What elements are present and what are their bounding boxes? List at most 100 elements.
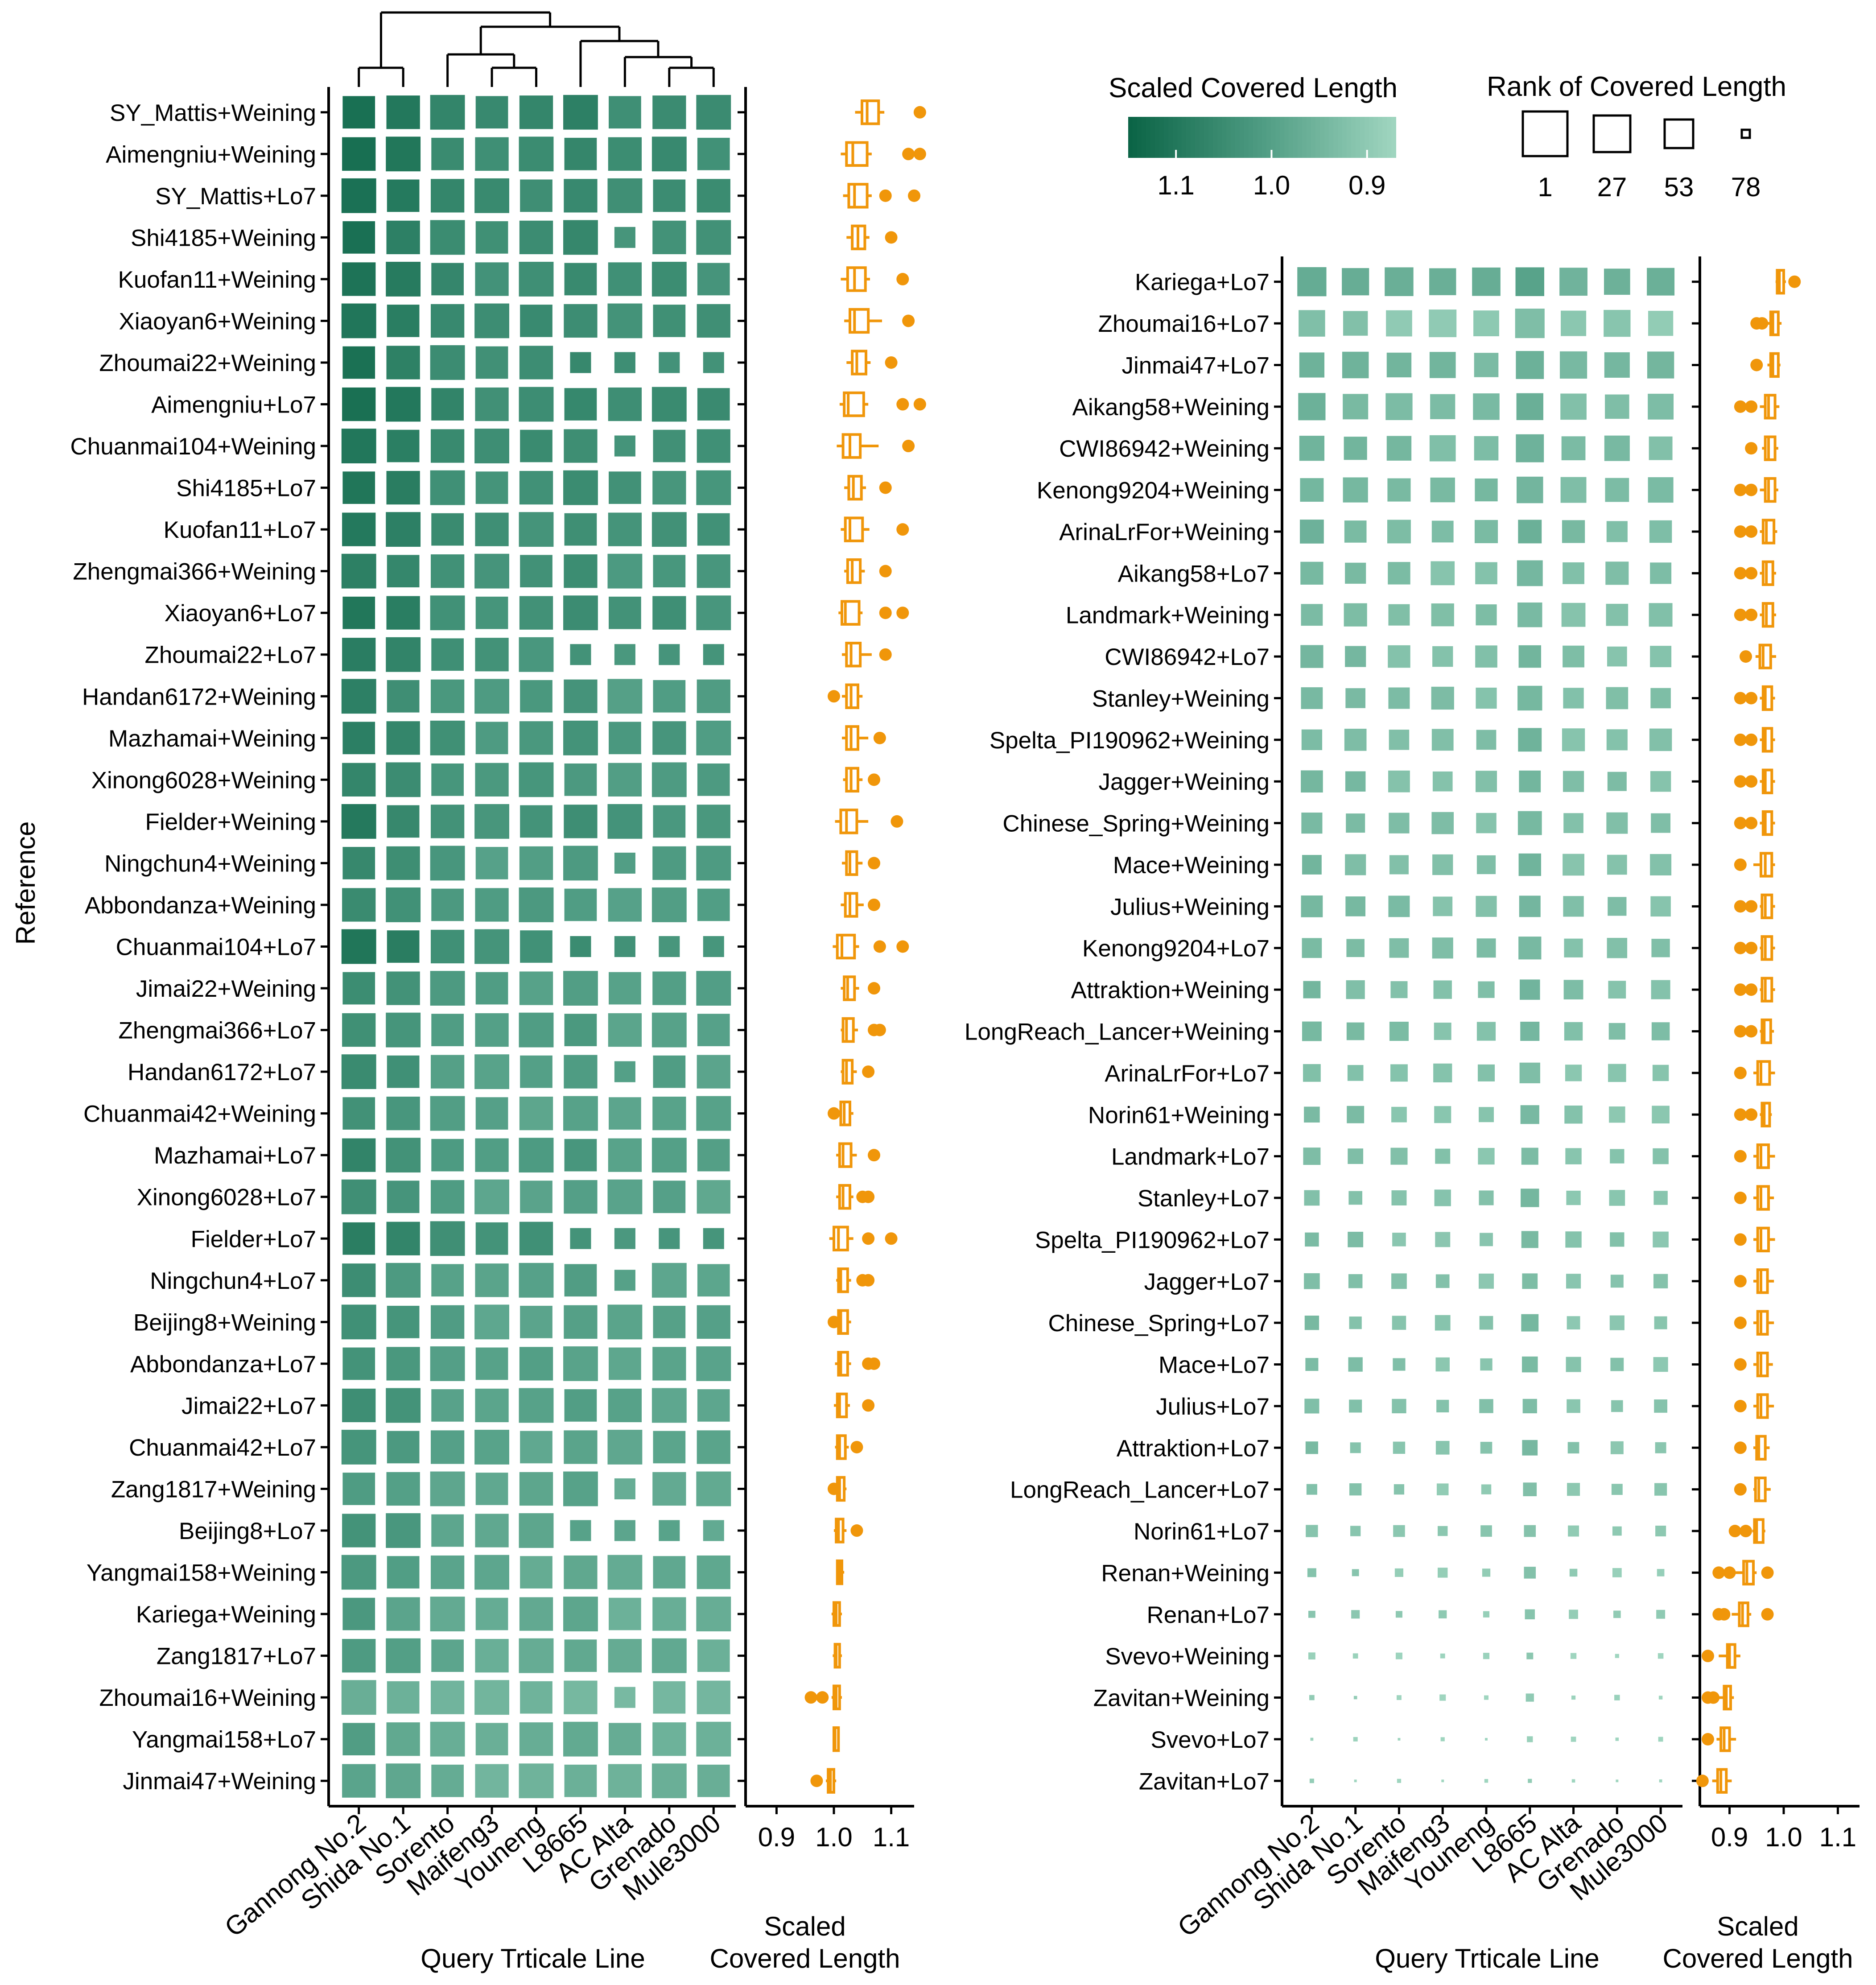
heatmap-cell — [472, 1135, 511, 1175]
color-legend-gradient-step — [1155, 117, 1160, 158]
heatmap-cell — [567, 641, 594, 668]
box-iqr — [843, 975, 856, 1001]
heatmap-cell — [1385, 768, 1413, 795]
heatmap-cell — [567, 1517, 594, 1544]
heatmap-cell — [1428, 558, 1458, 588]
box-iqr — [1756, 1060, 1771, 1086]
heatmap-cell — [1515, 683, 1545, 714]
heatmap-cell — [606, 469, 644, 507]
heatmap-cell — [517, 552, 555, 590]
heatmap-cell — [1518, 1311, 1542, 1334]
heatmap-cell — [656, 933, 683, 960]
heatmap-cell — [429, 1261, 466, 1300]
box-iqr — [836, 933, 856, 960]
row-label: Chinese_Spring+Weining — [1002, 811, 1270, 837]
heatmap-cell — [561, 1093, 601, 1134]
heatmap-cell — [473, 1345, 511, 1383]
heatmap-cell — [1561, 810, 1586, 836]
row-label: Xiaoyan6+Weining — [119, 308, 316, 334]
heatmap-cell — [1644, 265, 1678, 298]
box-outlier — [850, 1524, 863, 1537]
heatmap-cell — [427, 343, 468, 383]
heatmap-cell — [1304, 1565, 1319, 1580]
color-legend-gradient-step — [1204, 117, 1209, 158]
heatmap-cell — [1389, 1313, 1409, 1333]
heatmap-cell — [1305, 1650, 1318, 1663]
heatmap-cell — [1341, 726, 1369, 754]
heatmap-cell — [428, 677, 467, 716]
box-outlier — [868, 898, 880, 911]
heatmap-cell — [1473, 768, 1500, 795]
color-legend-gradient-step — [1200, 117, 1204, 158]
heatmap-cell — [427, 92, 468, 132]
box-iqr — [1756, 1143, 1770, 1169]
row-label: Kenong9204+Lo7 — [1082, 936, 1270, 962]
heatmap-cell — [516, 1344, 556, 1383]
heatmap-cell — [384, 928, 422, 966]
heatmap-cell — [1385, 475, 1414, 504]
heatmap-cell — [1470, 391, 1502, 423]
box-outlier — [1734, 483, 1747, 496]
heatmap-cell — [516, 634, 557, 675]
box-outlier — [879, 648, 892, 661]
row-label: Jagger+Lo7 — [1144, 1269, 1270, 1295]
box-outlier — [879, 189, 892, 202]
heatmap-cell — [1557, 265, 1590, 299]
heatmap-cell — [1513, 264, 1547, 299]
heatmap-cell — [1514, 557, 1546, 589]
heatmap-cell — [1302, 1396, 1322, 1416]
heatmap-cell — [1388, 978, 1410, 1001]
heatmap-cell — [693, 718, 734, 758]
heatmap-cell — [1389, 1104, 1410, 1125]
heatmap-cell — [472, 1386, 511, 1425]
heatmap-cell — [1648, 977, 1673, 1002]
heatmap-cell — [1394, 1776, 1404, 1786]
heatmap-cell — [472, 426, 512, 466]
heatmap-cell — [1561, 977, 1586, 1003]
heatmap-cell — [1433, 1438, 1452, 1457]
heatmap-cell — [1569, 1776, 1578, 1786]
heatmap-cell — [516, 343, 556, 382]
heatmap-cell — [473, 969, 511, 1007]
heatmap-cell — [605, 301, 645, 341]
heatmap-cell — [1299, 810, 1325, 837]
heatmap-cell — [1348, 1607, 1363, 1622]
heatmap-cell — [340, 343, 378, 382]
heatmap-cell — [1390, 1522, 1408, 1540]
heatmap-cell — [1476, 1313, 1496, 1333]
heatmap-cell — [649, 1385, 689, 1426]
heatmap-cell — [606, 1720, 644, 1758]
heatmap-cell — [561, 593, 601, 633]
heatmap-cell — [338, 1552, 379, 1593]
heatmap-cell — [1341, 518, 1369, 545]
row-label: Chuanmai104+Lo7 — [116, 934, 316, 961]
color-legend-gradient-step — [1289, 117, 1294, 158]
box-iqr — [1756, 1226, 1770, 1253]
heatmap-cell — [473, 719, 511, 757]
heatmap-cell — [605, 175, 645, 216]
row-label: Ningchun4+Lo7 — [150, 1268, 316, 1294]
heatmap-cell — [1559, 726, 1588, 754]
heatmap-cell — [694, 886, 733, 924]
heatmap-cell — [1300, 978, 1324, 1001]
heatmap-cell — [1437, 1692, 1449, 1704]
row-label: CWI86942+Weining — [1059, 436, 1270, 462]
heatmap-cell — [650, 593, 689, 632]
heatmap-cell — [1298, 559, 1326, 587]
box-outlier — [879, 565, 892, 578]
heatmap-cell — [611, 1517, 638, 1544]
box-outlier — [862, 1190, 875, 1203]
heatmap-cell — [1471, 433, 1501, 463]
row-label: Abbondanza+Lo7 — [130, 1351, 316, 1378]
heatmap-cell — [650, 468, 689, 508]
heatmap-cell — [1342, 560, 1369, 586]
row-label: Zavitan+Lo7 — [1139, 1768, 1270, 1795]
heatmap-cell — [517, 677, 555, 715]
row-label: Julius+Weining — [1110, 894, 1270, 920]
heatmap-cell — [1652, 1439, 1669, 1456]
box-outlier — [896, 940, 909, 953]
heatmap-cell — [339, 885, 379, 924]
heatmap-cell — [611, 224, 638, 251]
heatmap-cell — [1565, 1523, 1582, 1539]
heatmap-cell — [427, 1093, 468, 1134]
